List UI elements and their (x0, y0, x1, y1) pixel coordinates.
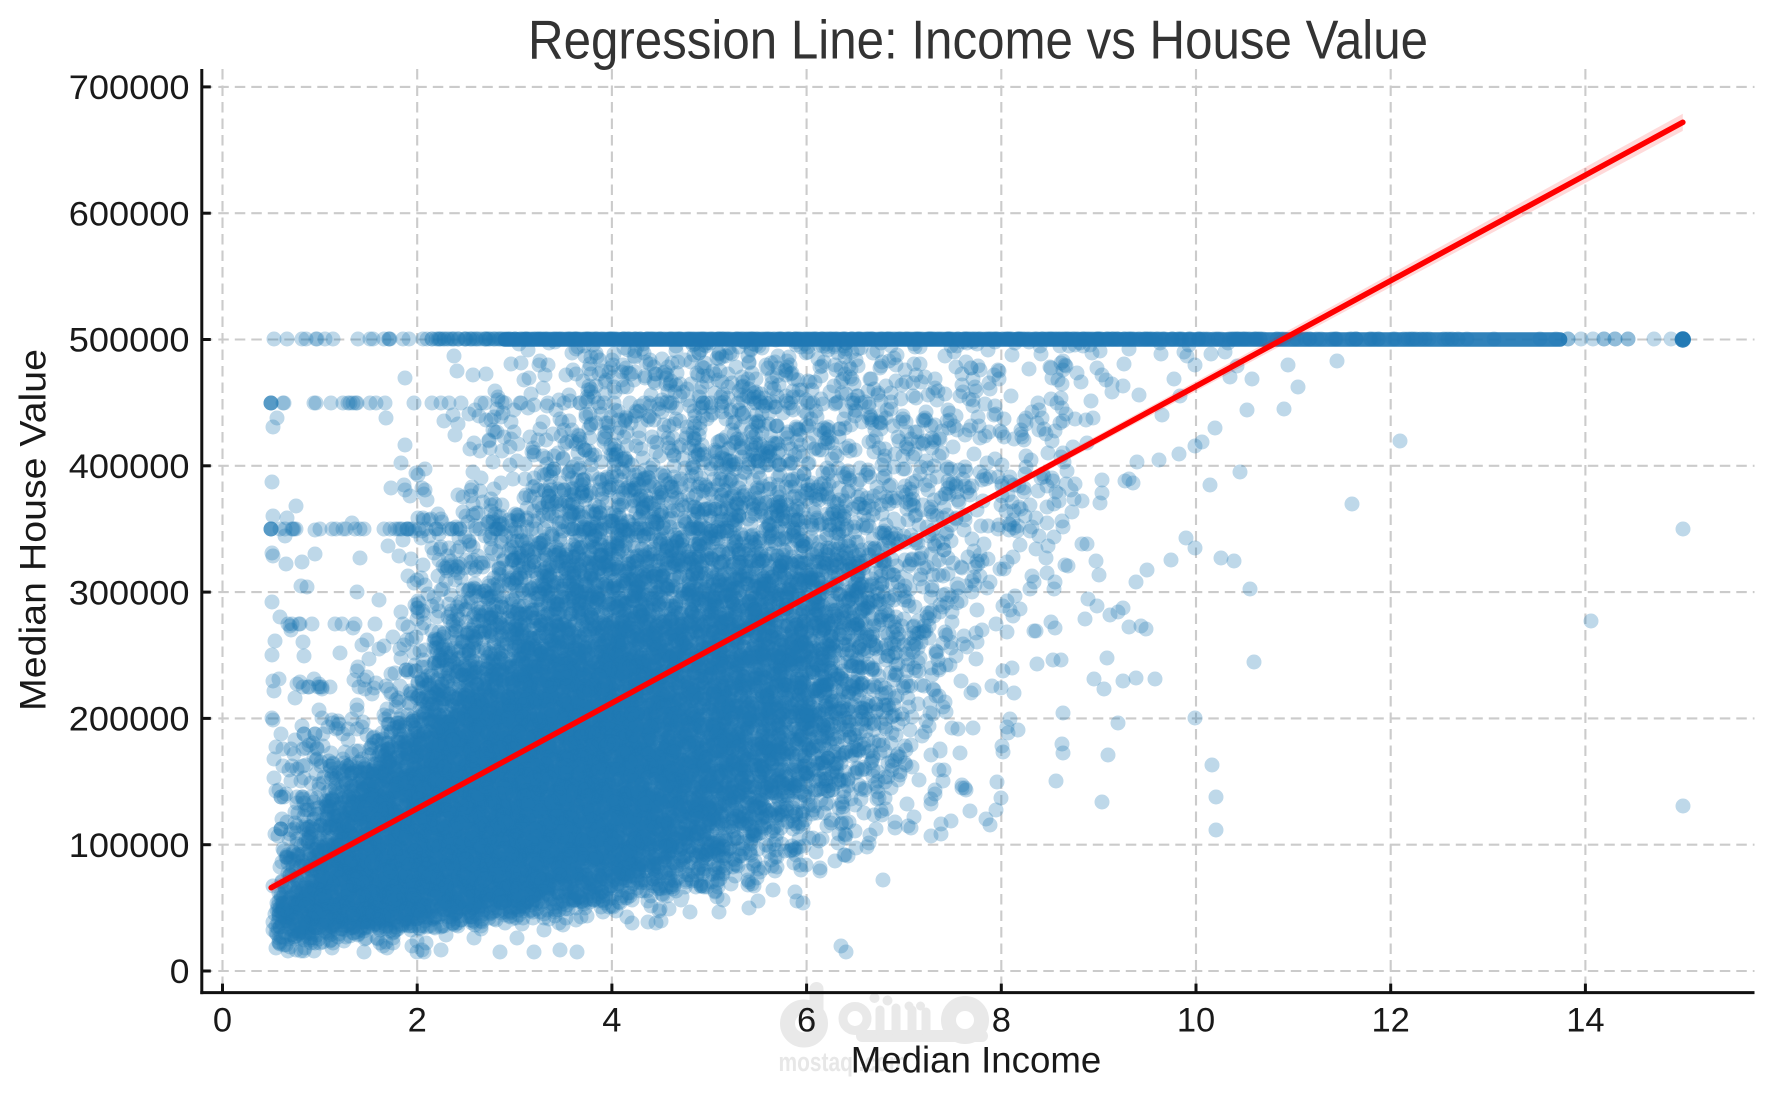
svg-text:8: 8 (992, 1002, 1011, 1040)
svg-text:Median House Value: Median House Value (13, 349, 54, 711)
svg-text:Regression Line: Income vs Hou: Regression Line: Income vs House Value (528, 9, 1428, 71)
svg-text:Median Income: Median Income (851, 1040, 1102, 1081)
svg-text:12: 12 (1372, 1002, 1410, 1040)
svg-text:700000: 700000 (69, 69, 190, 107)
svg-text:mostaql.com: mostaql.com (779, 1047, 908, 1077)
svg-text:10: 10 (1177, 1002, 1215, 1040)
svg-text:4: 4 (602, 1002, 621, 1040)
svg-text:400000: 400000 (69, 448, 190, 486)
svg-text:0: 0 (213, 1002, 232, 1040)
svg-text:0: 0 (170, 953, 190, 991)
svg-text:100000: 100000 (69, 827, 190, 865)
svg-text:6: 6 (797, 1002, 816, 1040)
svg-text:600000: 600000 (69, 195, 190, 233)
svg-text:500000: 500000 (69, 322, 190, 360)
svg-text:14: 14 (1566, 1002, 1604, 1040)
svg-text:2: 2 (408, 1002, 427, 1040)
svg-text:200000: 200000 (69, 701, 190, 739)
svg-text:300000: 300000 (69, 574, 190, 612)
